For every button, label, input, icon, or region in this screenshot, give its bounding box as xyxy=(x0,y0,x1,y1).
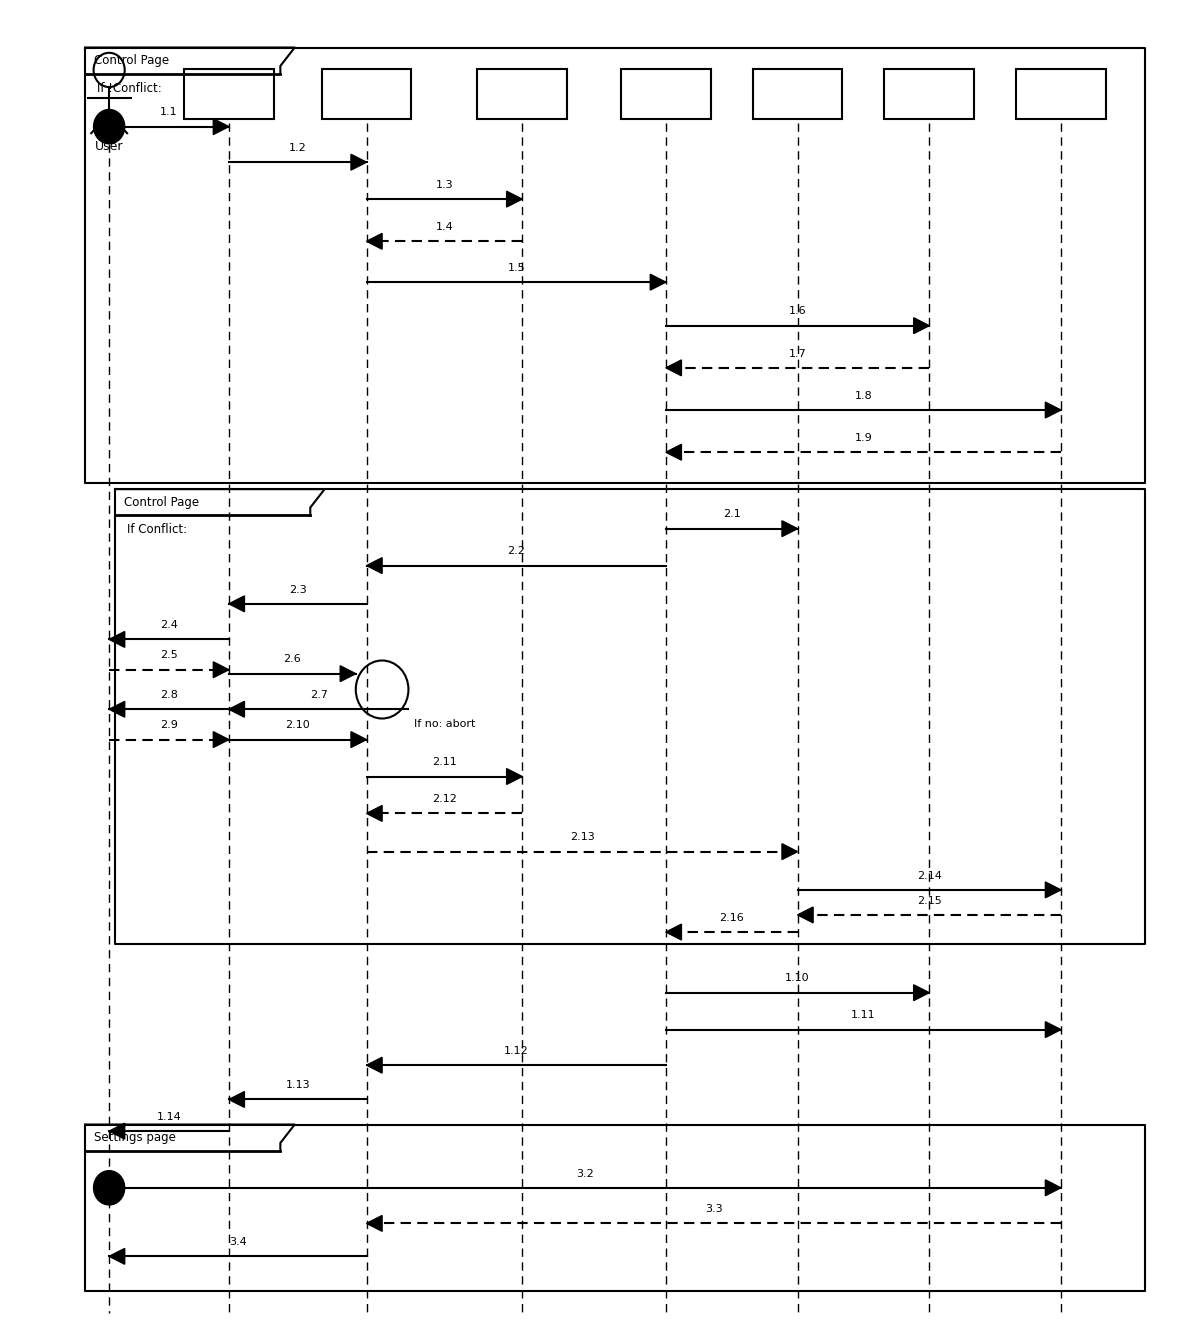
Text: Control Page: Control Page xyxy=(94,54,169,67)
Text: 2.7: 2.7 xyxy=(310,690,328,700)
Text: 2.4: 2.4 xyxy=(160,620,178,630)
Polygon shape xyxy=(913,318,929,334)
Text: 2.14: 2.14 xyxy=(917,871,942,881)
Polygon shape xyxy=(666,359,682,375)
Polygon shape xyxy=(350,155,366,170)
Text: Classification: Classification xyxy=(481,87,564,100)
Text: 2.11: 2.11 xyxy=(432,757,457,768)
Text: Settings page: Settings page xyxy=(94,1131,175,1144)
Polygon shape xyxy=(341,666,355,682)
Text: 1.3: 1.3 xyxy=(436,180,454,190)
Text: 2.13: 2.13 xyxy=(570,832,594,843)
Polygon shape xyxy=(109,1123,125,1139)
Bar xyxy=(1016,69,1106,119)
Text: 1.8: 1.8 xyxy=(854,391,872,400)
Text: 2.2: 2.2 xyxy=(508,547,526,556)
Polygon shape xyxy=(650,275,666,291)
Polygon shape xyxy=(506,192,522,207)
Text: 1.12: 1.12 xyxy=(504,1046,528,1055)
Polygon shape xyxy=(350,732,366,748)
Text: 2.8: 2.8 xyxy=(160,690,178,700)
Polygon shape xyxy=(798,908,814,923)
Bar xyxy=(620,69,710,119)
Text: 2.16: 2.16 xyxy=(719,913,744,923)
Bar xyxy=(884,69,974,119)
Text: 2.12: 2.12 xyxy=(432,794,457,804)
Text: 1.10: 1.10 xyxy=(785,974,810,983)
Polygon shape xyxy=(366,234,382,250)
Polygon shape xyxy=(506,769,522,785)
Text: Case-based: Case-based xyxy=(761,87,834,100)
Text: 2.9: 2.9 xyxy=(160,720,178,731)
Bar xyxy=(322,69,412,119)
Text: 2.10: 2.10 xyxy=(286,720,310,731)
Polygon shape xyxy=(109,631,125,647)
Polygon shape xyxy=(229,1091,245,1107)
Polygon shape xyxy=(214,119,229,135)
Text: 3.3: 3.3 xyxy=(704,1205,722,1214)
Text: 2.15: 2.15 xyxy=(917,896,942,906)
Text: Rule-based: Rule-based xyxy=(631,87,701,100)
Text: 1.13: 1.13 xyxy=(286,1081,310,1090)
Bar xyxy=(184,69,274,119)
Polygon shape xyxy=(1045,882,1061,898)
Polygon shape xyxy=(109,1248,125,1264)
Text: If Conflict:: If Conflict: xyxy=(127,523,187,536)
Text: 1.5: 1.5 xyxy=(508,263,526,273)
Polygon shape xyxy=(229,596,245,612)
Polygon shape xyxy=(1045,1021,1061,1037)
Polygon shape xyxy=(782,844,798,860)
Text: 2.6: 2.6 xyxy=(283,654,301,664)
Text: 3.2: 3.2 xyxy=(576,1169,594,1178)
Text: Database: Database xyxy=(1031,87,1091,100)
Polygon shape xyxy=(666,925,682,941)
Text: GUI: GUI xyxy=(217,87,240,100)
Text: 1.11: 1.11 xyxy=(851,1011,876,1020)
Text: Control Page: Control Page xyxy=(124,495,199,509)
Bar xyxy=(478,69,568,119)
Text: User: User xyxy=(95,140,124,153)
Circle shape xyxy=(94,1170,125,1205)
Polygon shape xyxy=(366,1215,382,1231)
Circle shape xyxy=(94,110,125,144)
Text: 2.3: 2.3 xyxy=(289,585,306,594)
Polygon shape xyxy=(782,520,798,536)
Text: 3.4: 3.4 xyxy=(229,1236,247,1247)
Polygon shape xyxy=(1045,402,1061,417)
Text: If no: abort: If no: abort xyxy=(414,719,476,728)
Text: If !Conflict:: If !Conflict: xyxy=(97,82,162,95)
Text: 1.7: 1.7 xyxy=(788,349,806,358)
Polygon shape xyxy=(229,701,245,717)
Bar xyxy=(752,69,842,119)
Text: 2.5: 2.5 xyxy=(160,650,178,660)
Polygon shape xyxy=(366,1057,382,1073)
Text: Dialogue: Dialogue xyxy=(338,87,395,100)
Text: 1.9: 1.9 xyxy=(854,433,872,443)
Text: 1.1: 1.1 xyxy=(160,107,178,118)
Text: 1.4: 1.4 xyxy=(436,222,454,232)
Polygon shape xyxy=(666,444,682,460)
Text: 1.2: 1.2 xyxy=(289,143,306,153)
Text: Device Ctrl: Device Ctrl xyxy=(895,87,964,100)
Text: 1.6: 1.6 xyxy=(788,306,806,317)
Text: 2.1: 2.1 xyxy=(722,510,740,519)
Polygon shape xyxy=(109,701,125,717)
Polygon shape xyxy=(913,984,929,1000)
Polygon shape xyxy=(214,732,229,748)
Polygon shape xyxy=(214,662,229,678)
Polygon shape xyxy=(1045,1180,1061,1196)
Polygon shape xyxy=(366,557,382,573)
Text: 1.14: 1.14 xyxy=(157,1112,181,1122)
Polygon shape xyxy=(366,806,382,822)
